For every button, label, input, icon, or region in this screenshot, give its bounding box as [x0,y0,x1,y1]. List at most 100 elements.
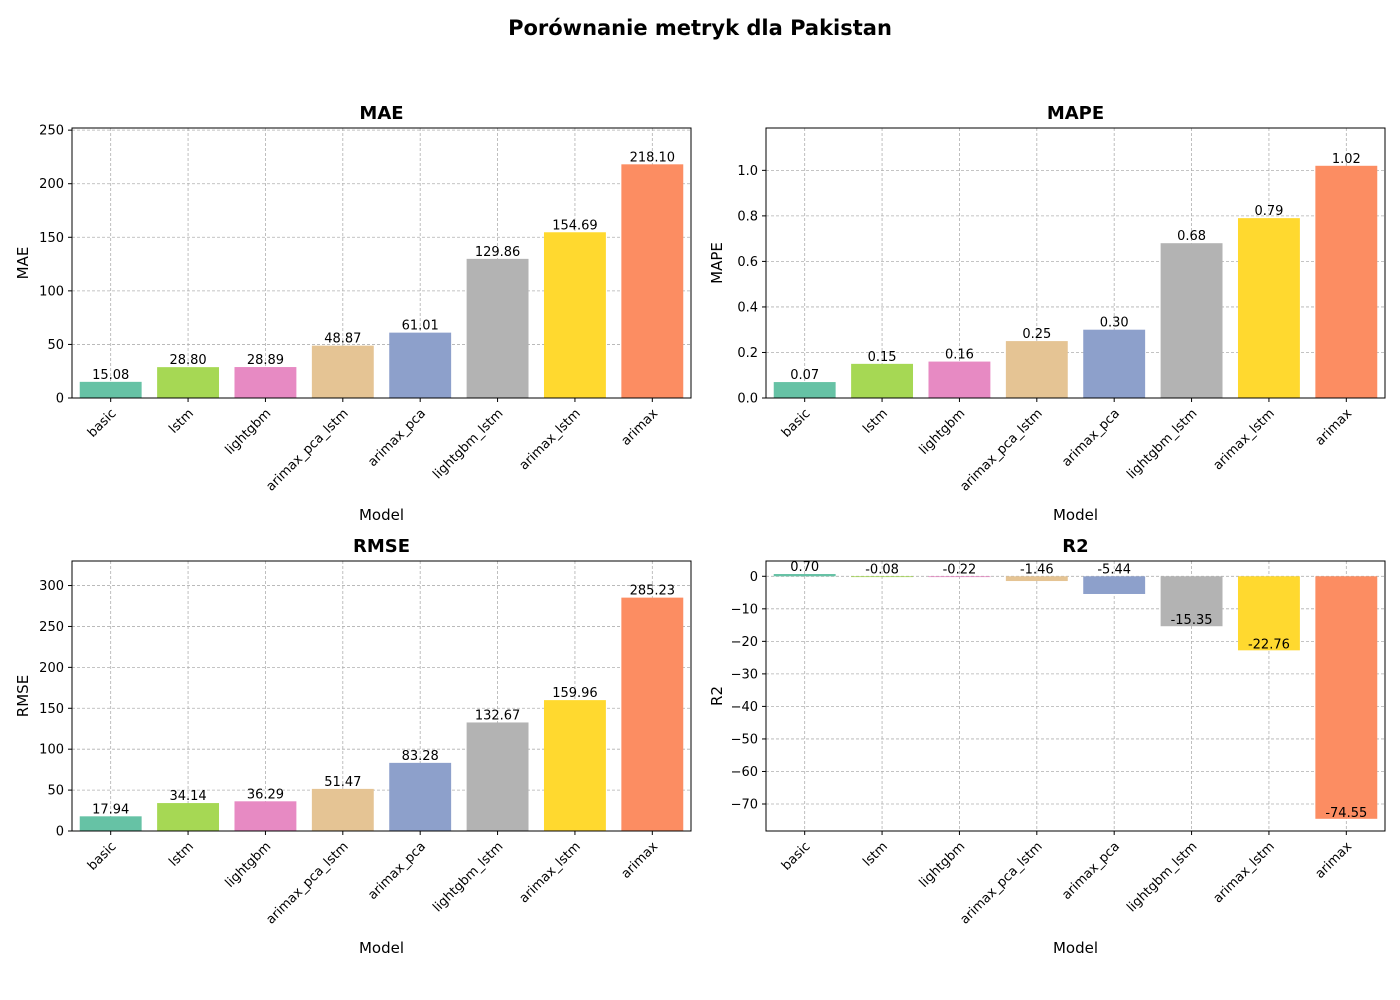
bar-lightgbm [234,801,297,831]
data-label: 285.23 [630,584,676,599]
bar-lightgbm [928,361,991,398]
data-label: -74.55 [1325,806,1367,821]
data-label: -0.08 [865,562,899,577]
bar-arimax_lstm [1237,218,1300,398]
data-label: 129.86 [475,245,521,260]
x-tick-label: arimax_pca_lstm [263,406,351,494]
x-tick-label: lightgbm [223,839,275,891]
bar-lightgbm [234,367,297,398]
y-tick-label: 250 [39,124,64,139]
y-tick-label: 250 [39,620,64,635]
y-axis-label: MAPE [708,242,726,284]
x-tick-label: lightgbm [917,839,969,891]
bar-lightgbm_lstm [1160,243,1223,398]
chart-title: MAPE [1047,103,1104,124]
chart-r2: 0.70 -0.08 -0.22 -1.46 -5.44 -15.35 -22.76 -74.… [708,536,1386,957]
x-tick-label: lightgbm_lstm [430,839,506,915]
x-tick-label: basic [779,406,813,440]
x-tick-label: lightgbm [223,406,275,458]
x-tick-label: lstm [860,839,891,870]
y-tick-label: 100 [39,284,64,299]
data-label: 61.01 [402,319,439,334]
chart-title: MAE [359,103,403,124]
bar-lightgbm_lstm [466,722,529,831]
y-tick-label: −20 [731,635,758,650]
bar-basic [773,382,836,398]
chart-title: R2 [1062,536,1088,557]
bar-arimax_pca_lstm [311,345,374,398]
bar-arimax_lstm [1237,576,1300,651]
bar-lstm [157,367,220,398]
data-label: 83.28 [402,749,439,764]
x-tick-label: arimax [1313,406,1356,449]
bar-arimax_pca_lstm [1005,576,1068,582]
y-axis-label: RMSE [14,675,32,717]
x-tick-label: arimax [1313,839,1356,882]
data-label: 159.96 [552,686,598,701]
bar-arimax_pca [1083,329,1146,398]
bar-arimax_pca [389,332,452,398]
x-tick-label: basic [85,839,119,873]
y-tick-label: 0.4 [737,300,758,315]
x-tick-label: lightgbm_lstm [1124,839,1200,915]
y-tick-label: 0.2 [737,346,758,361]
x-tick-label: arimax_lstm [517,839,584,906]
y-tick-label: 50 [47,784,64,799]
x-axis-label: Model [359,939,404,957]
data-label: 0.25 [1022,327,1051,342]
bar-lstm [851,363,914,398]
y-tick-label: −50 [731,732,758,747]
y-tick-label: 0 [56,392,64,407]
y-tick-label: 200 [39,177,64,192]
bar-arimax [621,597,684,831]
data-label: -5.44 [1097,562,1131,577]
x-tick-label: arimax_pca [365,839,429,903]
y-tick-label: 150 [39,231,64,246]
y-tick-label: −70 [731,798,758,813]
bar-arimax_lstm [543,232,606,398]
data-label: 17.94 [92,802,129,817]
y-tick-label: −40 [731,700,758,715]
x-tick-label: arimax_lstm [1211,839,1278,906]
data-label: 28.89 [247,353,284,368]
bar-arimax_pca [389,762,452,831]
bar-arimax [621,164,684,398]
y-tick-label: 300 [39,579,64,594]
x-tick-label: basic [779,839,813,873]
data-label: 0.68 [1177,229,1206,244]
x-tick-label: lightgbm_lstm [430,406,506,482]
bar-basic [773,574,836,577]
x-tick-label: lightgbm [917,406,969,458]
bar-arimax_pca_lstm [1005,341,1068,398]
bar-lightgbm [928,576,991,578]
x-tick-label: lightgbm_lstm [1124,406,1200,482]
y-tick-label: −30 [731,667,758,682]
x-tick-label: arimax_pca_lstm [957,839,1045,927]
data-label: 218.10 [630,150,676,165]
y-tick-label: 0 [56,825,64,840]
y-tick-label: 200 [39,661,64,676]
x-axis-label: Model [1053,506,1098,524]
y-tick-label: 0 [750,570,758,585]
chart-mape: 0.07 0.15 0.16 0.25 0.30 0.68 0.79 1.02 0.0 0.2 0.… [708,103,1386,524]
bar-basic [79,381,142,398]
data-label: 0.07 [790,368,819,383]
data-label: 51.47 [324,775,361,790]
data-label: 0.15 [868,350,897,365]
data-label: 34.14 [169,789,206,804]
data-label: 1.02 [1332,152,1361,167]
data-label: -15.35 [1171,613,1213,628]
data-label: 132.67 [475,708,521,723]
x-tick-label: arimax_pca_lstm [957,406,1045,494]
bar-lstm [157,803,220,831]
x-tick-label: lstm [166,406,197,437]
bar-lightgbm_lstm [466,258,529,398]
data-label: -22.76 [1248,637,1290,652]
x-tick-label: basic [85,406,119,440]
data-label: -1.46 [1020,562,1054,577]
x-tick-label: lstm [860,406,891,437]
y-tick-label: 0.0 [737,392,758,407]
data-label: 0.79 [1254,204,1283,219]
x-axis-label: Model [359,506,404,524]
x-tick-label: arimax_lstm [1211,406,1278,473]
